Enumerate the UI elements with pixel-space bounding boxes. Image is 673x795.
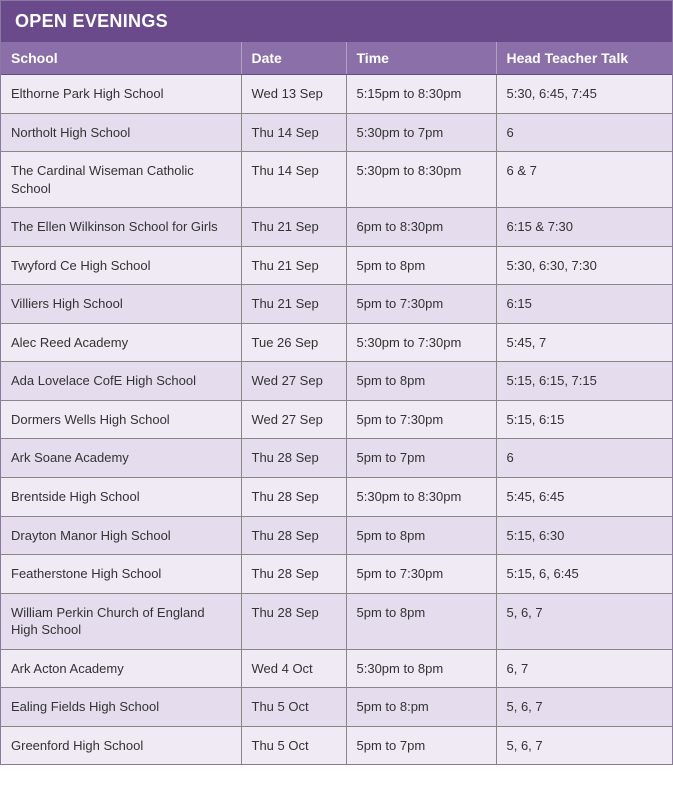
table-cell: 5:30pm to 8:30pm bbox=[346, 478, 496, 517]
table-row: Ark Acton AcademyWed 4 Oct5:30pm to 8pm6… bbox=[1, 649, 672, 688]
table-cell: Ark Soane Academy bbox=[1, 439, 241, 478]
table-cell: 5pm to 7pm bbox=[346, 439, 496, 478]
table-cell: 5pm to 8pm bbox=[346, 593, 496, 649]
table-cell: 5:15, 6:15, 7:15 bbox=[496, 362, 672, 401]
table-cell: Thu 28 Sep bbox=[241, 516, 346, 555]
table-row: William Perkin Church of England High Sc… bbox=[1, 593, 672, 649]
table-cell: 5:30pm to 8pm bbox=[346, 649, 496, 688]
table-cell: 5:45, 7 bbox=[496, 323, 672, 362]
table-cell: Thu 21 Sep bbox=[241, 285, 346, 324]
col-header-school: School bbox=[1, 42, 241, 75]
table-cell: Wed 13 Sep bbox=[241, 75, 346, 114]
table-cell: Ealing Fields High School bbox=[1, 688, 241, 727]
table-cell: Thu 5 Oct bbox=[241, 726, 346, 764]
table-cell: 5pm to 7:30pm bbox=[346, 400, 496, 439]
table-cell: 6 bbox=[496, 439, 672, 478]
panel-title: OPEN EVENINGS bbox=[1, 1, 672, 42]
table-row: Brentside High SchoolThu 28 Sep5:30pm to… bbox=[1, 478, 672, 517]
table-cell: Wed 27 Sep bbox=[241, 362, 346, 401]
table-cell: 6, 7 bbox=[496, 649, 672, 688]
table-cell: Thu 14 Sep bbox=[241, 152, 346, 208]
open-evenings-table: School Date Time Head Teacher Talk Eltho… bbox=[1, 42, 672, 764]
table-cell: Elthorne Park High School bbox=[1, 75, 241, 114]
table-cell: Featherstone High School bbox=[1, 555, 241, 594]
table-row: Ealing Fields High SchoolThu 5 Oct5pm to… bbox=[1, 688, 672, 727]
table-body: Elthorne Park High SchoolWed 13 Sep5:15p… bbox=[1, 75, 672, 765]
table-row: Northolt High SchoolThu 14 Sep5:30pm to … bbox=[1, 113, 672, 152]
table-cell: Thu 21 Sep bbox=[241, 208, 346, 247]
table-cell: 5pm to 8pm bbox=[346, 362, 496, 401]
table-row: Featherstone High SchoolThu 28 Sep5pm to… bbox=[1, 555, 672, 594]
table-cell: 5:30pm to 8:30pm bbox=[346, 152, 496, 208]
table-cell: Thu 28 Sep bbox=[241, 439, 346, 478]
table-row: The Ellen Wilkinson School for GirlsThu … bbox=[1, 208, 672, 247]
open-evenings-panel: OPEN EVENINGS School Date Time Head Teac… bbox=[0, 0, 673, 765]
table-cell: 5pm to 8pm bbox=[346, 246, 496, 285]
table-cell: Thu 5 Oct bbox=[241, 688, 346, 727]
table-cell: Wed 4 Oct bbox=[241, 649, 346, 688]
table-cell: Thu 21 Sep bbox=[241, 246, 346, 285]
table-cell: 6 bbox=[496, 113, 672, 152]
table-row: The Cardinal Wiseman Catholic SchoolThu … bbox=[1, 152, 672, 208]
table-row: Alec Reed AcademyTue 26 Sep5:30pm to 7:3… bbox=[1, 323, 672, 362]
table-cell: Thu 28 Sep bbox=[241, 593, 346, 649]
table-cell: 5:45, 6:45 bbox=[496, 478, 672, 517]
table-row: Twyford Ce High SchoolThu 21 Sep5pm to 8… bbox=[1, 246, 672, 285]
table-cell: The Cardinal Wiseman Catholic School bbox=[1, 152, 241, 208]
table-cell: 5:30pm to 7pm bbox=[346, 113, 496, 152]
table-cell: Villiers High School bbox=[1, 285, 241, 324]
table-cell: Dormers Wells High School bbox=[1, 400, 241, 439]
table-cell: 5, 6, 7 bbox=[496, 726, 672, 764]
table-cell: 5pm to 7:30pm bbox=[346, 285, 496, 324]
table-cell: William Perkin Church of England High Sc… bbox=[1, 593, 241, 649]
table-row: Ada Lovelace CofE High SchoolWed 27 Sep5… bbox=[1, 362, 672, 401]
table-cell: Drayton Manor High School bbox=[1, 516, 241, 555]
table-cell: Brentside High School bbox=[1, 478, 241, 517]
col-header-time: Time bbox=[346, 42, 496, 75]
table-row: Drayton Manor High SchoolThu 28 Sep5pm t… bbox=[1, 516, 672, 555]
table-cell: 5pm to 7pm bbox=[346, 726, 496, 764]
table-cell: Twyford Ce High School bbox=[1, 246, 241, 285]
col-header-date: Date bbox=[241, 42, 346, 75]
table-cell: 5:15, 6:30 bbox=[496, 516, 672, 555]
table-cell: Thu 28 Sep bbox=[241, 478, 346, 517]
table-cell: 5, 6, 7 bbox=[496, 688, 672, 727]
table-cell: Northolt High School bbox=[1, 113, 241, 152]
table-cell: 5:30, 6:30, 7:30 bbox=[496, 246, 672, 285]
table-row: Greenford High SchoolThu 5 Oct5pm to 7pm… bbox=[1, 726, 672, 764]
table-cell: 5pm to 8:pm bbox=[346, 688, 496, 727]
table-cell: Ark Acton Academy bbox=[1, 649, 241, 688]
col-header-head-teacher-talk: Head Teacher Talk bbox=[496, 42, 672, 75]
table-cell: Ada Lovelace CofE High School bbox=[1, 362, 241, 401]
table-cell: 5, 6, 7 bbox=[496, 593, 672, 649]
table-cell: Alec Reed Academy bbox=[1, 323, 241, 362]
table-row: Dormers Wells High SchoolWed 27 Sep5pm t… bbox=[1, 400, 672, 439]
table-cell: Greenford High School bbox=[1, 726, 241, 764]
table-cell: Thu 28 Sep bbox=[241, 555, 346, 594]
table-cell: 6pm to 8:30pm bbox=[346, 208, 496, 247]
table-cell: 5:15pm to 8:30pm bbox=[346, 75, 496, 114]
table-cell: 5:15, 6:15 bbox=[496, 400, 672, 439]
table-row: Villiers High SchoolThu 21 Sep5pm to 7:3… bbox=[1, 285, 672, 324]
table-row: Ark Soane AcademyThu 28 Sep5pm to 7pm6 bbox=[1, 439, 672, 478]
table-header-row: School Date Time Head Teacher Talk bbox=[1, 42, 672, 75]
table-cell: 5:30, 6:45, 7:45 bbox=[496, 75, 672, 114]
table-cell: Tue 26 Sep bbox=[241, 323, 346, 362]
table-cell: Thu 14 Sep bbox=[241, 113, 346, 152]
table-cell: 5:15, 6, 6:45 bbox=[496, 555, 672, 594]
table-cell: 5pm to 7:30pm bbox=[346, 555, 496, 594]
table-cell: 6 & 7 bbox=[496, 152, 672, 208]
table-cell: 6:15 & 7:30 bbox=[496, 208, 672, 247]
table-cell: Wed 27 Sep bbox=[241, 400, 346, 439]
table-cell: 6:15 bbox=[496, 285, 672, 324]
table-cell: 5:30pm to 7:30pm bbox=[346, 323, 496, 362]
table-cell: The Ellen Wilkinson School for Girls bbox=[1, 208, 241, 247]
table-row: Elthorne Park High SchoolWed 13 Sep5:15p… bbox=[1, 75, 672, 114]
table-cell: 5pm to 8pm bbox=[346, 516, 496, 555]
